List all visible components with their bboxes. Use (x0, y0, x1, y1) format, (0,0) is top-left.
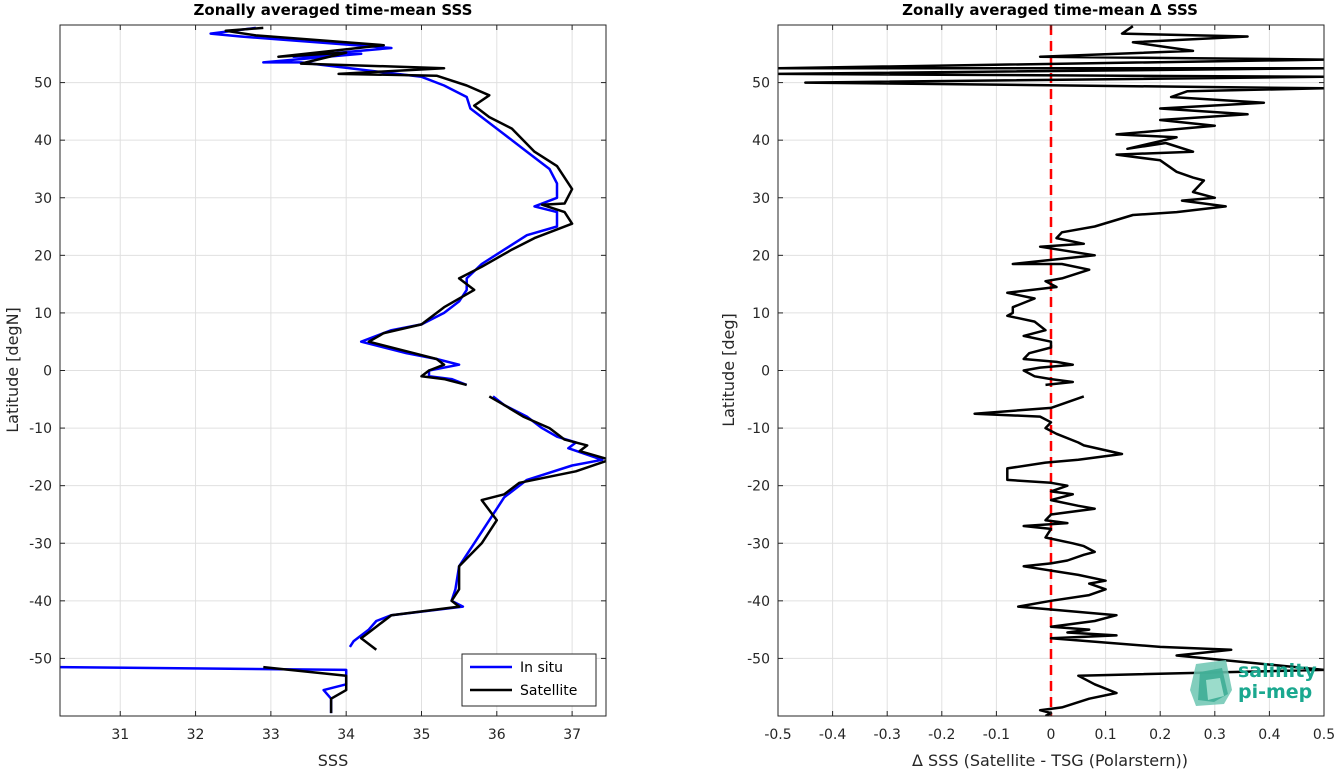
x-tick-label: -0.4 (819, 727, 846, 743)
salinity-pi-mep-logo: salinity pi-mep (1190, 660, 1317, 706)
y-tick-label: -40 (747, 594, 770, 610)
legend: In situ Satellite (461, 653, 597, 707)
y-tick-label: -50 (747, 651, 770, 667)
y-tick-label: 20 (752, 248, 770, 264)
x-tick-label: 0.2 (1149, 727, 1171, 743)
x-tick-label: -0.5 (764, 727, 791, 743)
x-tick-label: 31 (111, 727, 129, 743)
x-tick-label: 35 (413, 727, 431, 743)
y-axis-label: Latitude [degN] (3, 307, 22, 433)
satellite-series-line (224, 26, 574, 387)
in-situ-series-line (209, 26, 559, 387)
y-tick-label: -20 (29, 479, 52, 495)
x-tick-label: 0.4 (1258, 727, 1280, 743)
y-tick-label: -20 (747, 479, 770, 495)
x-axis-label: SSS (318, 751, 348, 769)
in-situ-series-line (60, 665, 348, 714)
y-tick-label: 30 (752, 191, 770, 207)
x-tick-label: 37 (563, 727, 581, 743)
y-tick-label: -10 (29, 421, 52, 437)
x-tick-label: 0.1 (1094, 727, 1116, 743)
legend-label-in-situ: In situ (520, 660, 563, 676)
y-tick-label: 10 (752, 306, 770, 322)
y-tick-label: 10 (34, 306, 52, 322)
x-tick-label: -0.1 (983, 727, 1010, 743)
x-tick-label: -0.3 (874, 727, 901, 743)
x-tick-label: 32 (187, 727, 205, 743)
logo-text-salinity: salinity (1238, 660, 1317, 682)
legend-label-satellite: Satellite (520, 683, 577, 699)
delta-sss-chart: -0.5 -0.4 -0.3 -0.2 -0.1 0 0.1 0.2 0.3 0.4 0.5 50 40… (719, 1, 1335, 769)
x-tick-label: 33 (262, 727, 280, 743)
y-tick-label: -30 (747, 536, 770, 552)
sss-chart: 31 32 33 34 35 36 37 50 40 30 20 10 0 -10 -20 -30 -40 -50… (3, 1, 607, 769)
logo-text-pi-mep: pi-mep (1238, 681, 1312, 703)
in-situ-series-line (348, 395, 604, 648)
satellite-series-line (359, 395, 606, 651)
delta-sss-series-line (778, 25, 1324, 387)
y-tick-label: -10 (747, 421, 770, 437)
y-tick-label: 0 (761, 364, 770, 380)
delta-sss-series-line (973, 395, 1324, 716)
y-tick-label: 40 (752, 133, 770, 149)
y-tick-label: 20 (34, 248, 52, 264)
x-tick-label: 34 (337, 727, 355, 743)
y-tick-label: 0 (43, 364, 52, 380)
satellite-series-line (263, 665, 348, 714)
chart-title: Zonally averaged time-mean Δ SSS (902, 1, 1198, 19)
logo-mark-icon (1190, 660, 1232, 706)
chart-title: Zonally averaged time-mean SSS (194, 1, 473, 19)
y-tick-label: 40 (34, 133, 52, 149)
x-tick-label: 0 (1047, 727, 1056, 743)
y-tick-label: -40 (29, 594, 52, 610)
x-axis-label: Δ SSS (Satellite - TSG (Polarstern)) (912, 751, 1188, 769)
x-tick-label: 0.3 (1204, 727, 1226, 743)
y-tick-label: 50 (752, 76, 770, 92)
y-tick-label: 50 (34, 76, 52, 92)
x-tick-label: 36 (488, 727, 506, 743)
x-tick-label: -0.2 (928, 727, 955, 743)
x-tick-label: 0.5 (1313, 727, 1335, 743)
y-tick-label: -50 (29, 651, 52, 667)
y-axis-label: Latitude [deg] (719, 313, 738, 427)
y-tick-label: 30 (34, 191, 52, 207)
y-tick-label: -30 (29, 536, 52, 552)
legend-box (461, 653, 597, 707)
